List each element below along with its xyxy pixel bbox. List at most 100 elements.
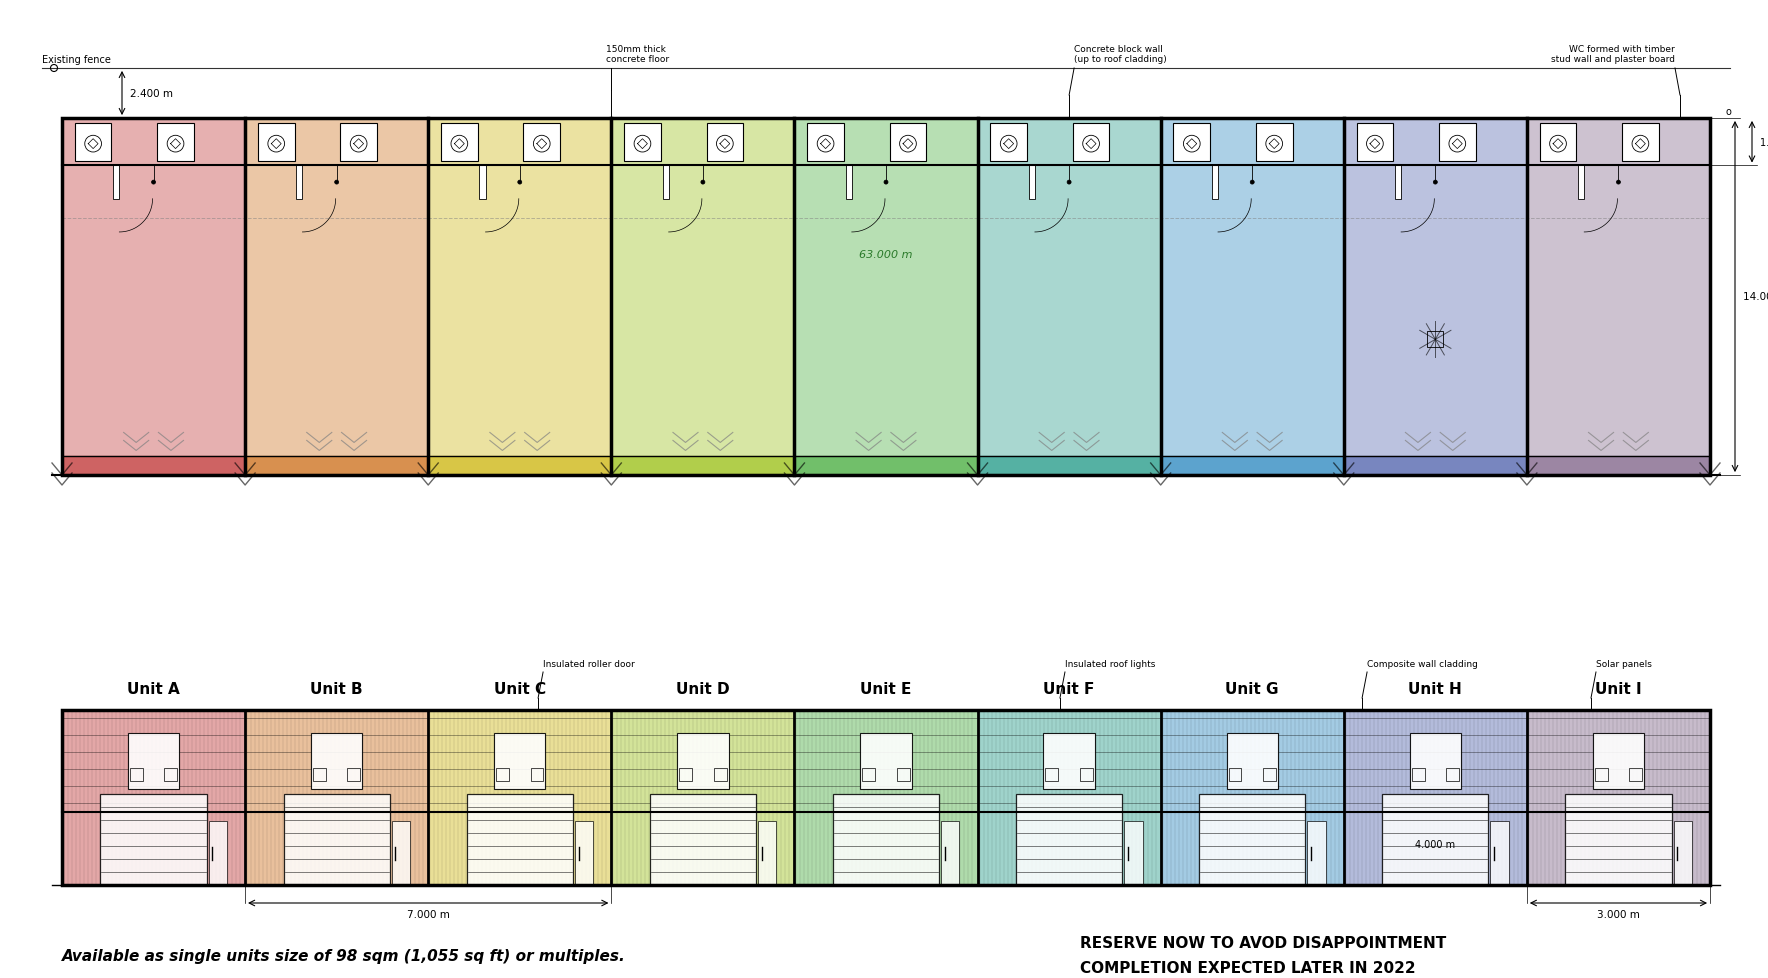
Bar xyxy=(258,123,295,161)
Bar xyxy=(428,710,612,885)
Bar xyxy=(1344,119,1528,475)
Bar xyxy=(1490,822,1508,885)
Bar xyxy=(1255,123,1292,161)
Circle shape xyxy=(1250,181,1254,185)
Bar xyxy=(1411,768,1425,781)
Bar xyxy=(157,123,194,161)
Bar xyxy=(1540,123,1577,161)
Text: Unit D: Unit D xyxy=(675,681,730,695)
Bar xyxy=(467,794,573,885)
Bar xyxy=(896,768,909,781)
Bar xyxy=(1307,822,1326,885)
Bar xyxy=(1029,166,1034,200)
Text: Insulated roof lights: Insulated roof lights xyxy=(1064,659,1155,668)
Bar xyxy=(1073,123,1109,161)
Bar xyxy=(497,768,509,781)
Text: 150mm thick
concrete floor: 150mm thick concrete floor xyxy=(606,45,670,64)
Bar xyxy=(612,457,794,475)
Circle shape xyxy=(884,181,888,185)
Bar xyxy=(612,710,794,885)
Text: Unit C: Unit C xyxy=(493,681,546,695)
Bar xyxy=(978,457,1160,475)
Bar xyxy=(1528,710,1710,885)
Bar xyxy=(794,119,978,475)
Bar xyxy=(624,123,661,161)
Bar xyxy=(246,710,428,885)
Bar xyxy=(1621,123,1658,161)
Circle shape xyxy=(334,181,339,185)
Text: 4.000 m: 4.000 m xyxy=(1414,839,1455,849)
Text: Unit I: Unit I xyxy=(1595,681,1642,695)
Bar xyxy=(758,822,776,885)
Bar xyxy=(1593,734,1644,789)
Bar xyxy=(530,768,543,781)
Text: Existing fence: Existing fence xyxy=(42,55,111,65)
Text: o: o xyxy=(1726,107,1731,117)
Text: Unit B: Unit B xyxy=(311,681,362,695)
Bar xyxy=(74,123,111,161)
Bar xyxy=(1674,822,1692,885)
Bar xyxy=(808,123,843,161)
Circle shape xyxy=(152,181,156,185)
Bar xyxy=(1356,123,1393,161)
Circle shape xyxy=(1434,181,1437,185)
Circle shape xyxy=(518,181,522,185)
Text: Composite wall cladding: Composite wall cladding xyxy=(1367,659,1478,668)
Bar xyxy=(833,794,939,885)
Text: COMPLETION EXPECTED LATER IN 2022: COMPLETION EXPECTED LATER IN 2022 xyxy=(1080,960,1416,975)
Bar xyxy=(1162,457,1342,475)
Bar xyxy=(1630,768,1642,781)
Bar xyxy=(297,166,302,200)
Bar xyxy=(493,734,545,789)
Bar xyxy=(1043,734,1094,789)
Bar xyxy=(430,457,610,475)
Bar xyxy=(1395,166,1400,200)
Bar xyxy=(62,710,1710,885)
Bar xyxy=(1446,768,1459,781)
Bar xyxy=(246,457,428,475)
Text: 14.000 m: 14.000 m xyxy=(1743,292,1768,302)
Text: 2.400 m: 2.400 m xyxy=(131,89,173,99)
Bar xyxy=(129,768,143,781)
Bar xyxy=(1045,768,1059,781)
Circle shape xyxy=(700,181,705,185)
Bar xyxy=(990,123,1027,161)
Bar xyxy=(62,710,246,885)
Bar xyxy=(1211,166,1218,200)
Bar xyxy=(1427,332,1443,348)
Text: Concrete block wall
(up to roof cladding): Concrete block wall (up to roof cladding… xyxy=(1075,45,1167,64)
Bar xyxy=(479,166,486,200)
Bar xyxy=(64,457,244,475)
Bar xyxy=(1017,794,1123,885)
Bar xyxy=(889,123,926,161)
Bar xyxy=(523,123,560,161)
Bar xyxy=(575,822,594,885)
Text: 63.000 m: 63.000 m xyxy=(859,249,912,259)
Bar xyxy=(845,166,852,200)
Bar xyxy=(1199,794,1305,885)
Text: Unit A: Unit A xyxy=(127,681,180,695)
Text: Unit E: Unit E xyxy=(861,681,912,695)
Bar xyxy=(428,119,612,475)
Bar xyxy=(1080,768,1093,781)
Bar xyxy=(863,768,875,781)
Bar xyxy=(794,710,978,885)
Bar xyxy=(677,734,728,789)
Text: Unit F: Unit F xyxy=(1043,681,1094,695)
Bar xyxy=(313,768,325,781)
Bar xyxy=(1595,768,1607,781)
Text: Unit H: Unit H xyxy=(1409,681,1462,695)
Bar xyxy=(1345,457,1526,475)
Bar xyxy=(679,768,691,781)
Bar xyxy=(1227,734,1278,789)
Bar xyxy=(978,119,1160,475)
Text: 3.000 m: 3.000 m xyxy=(1597,910,1641,919)
Bar xyxy=(62,119,246,475)
Text: Insulated roller door: Insulated roller door xyxy=(543,659,635,668)
Bar xyxy=(348,768,361,781)
Bar xyxy=(246,119,428,475)
Bar xyxy=(1229,768,1241,781)
Bar xyxy=(1579,166,1584,200)
Text: 7.000 m: 7.000 m xyxy=(407,910,449,919)
Bar xyxy=(1262,768,1276,781)
